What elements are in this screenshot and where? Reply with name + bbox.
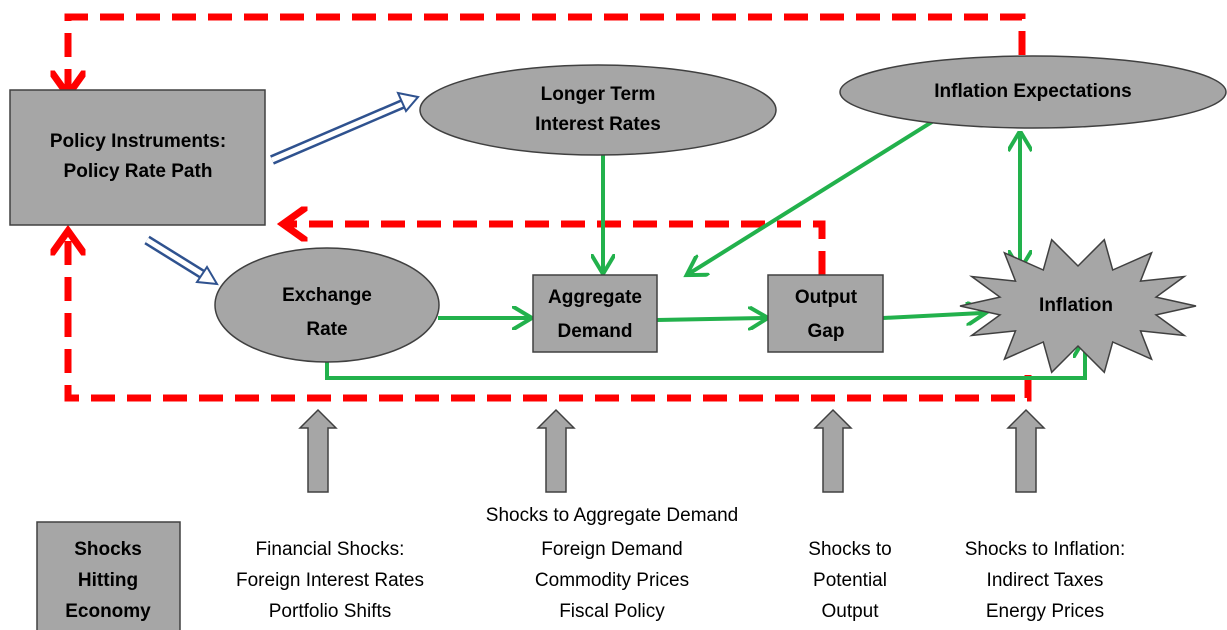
connectors — [68, 13, 1085, 493]
expectations-node — [839, 55, 1227, 129]
arrow — [656, 318, 764, 320]
label: Potential — [813, 570, 887, 591]
shock-arrow — [813, 408, 853, 493]
label: Output — [821, 601, 879, 622]
gap-box — [767, 274, 884, 353]
label: Financial Shocks: — [256, 539, 405, 560]
hollow-arrow — [270, 91, 420, 165]
label: Exchange — [282, 285, 372, 306]
arrow — [325, 342, 1085, 380]
arrow — [882, 313, 982, 318]
longer-term-node — [419, 64, 777, 156]
label: Energy Prices — [986, 601, 1104, 622]
label: Economy — [65, 601, 151, 622]
labels: Policy Instruments: Policy Rate Path Longe… — [50, 81, 1132, 622]
feedback-bottom — [68, 233, 1032, 402]
label: Fiscal Policy — [559, 601, 665, 622]
label: Commodity Prices — [535, 570, 689, 591]
label: Output — [795, 287, 858, 308]
label: Shocks — [74, 539, 142, 560]
label: Indirect Taxes — [987, 570, 1104, 591]
hollow-arrow — [144, 235, 219, 286]
label: Policy Instruments: — [50, 131, 226, 152]
feedback-top — [68, 13, 1026, 93]
shocks-box — [36, 521, 181, 630]
shock-arrow — [298, 408, 338, 493]
label: Shocks to Aggregate Demand — [486, 505, 738, 526]
label: Shocks to Inflation: — [965, 539, 1126, 560]
label: Longer Term — [541, 84, 656, 105]
label: Shocks to — [808, 539, 891, 560]
label: Demand — [558, 321, 633, 342]
feedback-middle — [285, 224, 826, 275]
label: Aggregate — [548, 287, 642, 308]
label: Hitting — [78, 570, 138, 591]
shock-arrow — [1006, 408, 1046, 493]
demand-box — [532, 274, 658, 353]
label: Policy Rate Path — [64, 161, 213, 182]
policy-box — [9, 89, 266, 226]
label: Portfolio Shifts — [269, 601, 392, 622]
inflation-star — [959, 238, 1197, 374]
label: Inflation Expectations — [934, 81, 1131, 102]
arrow — [690, 118, 937, 273]
label: Foreign Demand — [541, 539, 683, 560]
label: Inflation — [1039, 295, 1113, 316]
label: Foreign Interest Rates — [236, 570, 424, 591]
label: Rate — [306, 319, 347, 340]
shock-arrow — [536, 408, 576, 493]
exchange-node — [214, 247, 440, 363]
label: Interest Rates — [535, 114, 661, 135]
label: Gap — [808, 321, 845, 342]
